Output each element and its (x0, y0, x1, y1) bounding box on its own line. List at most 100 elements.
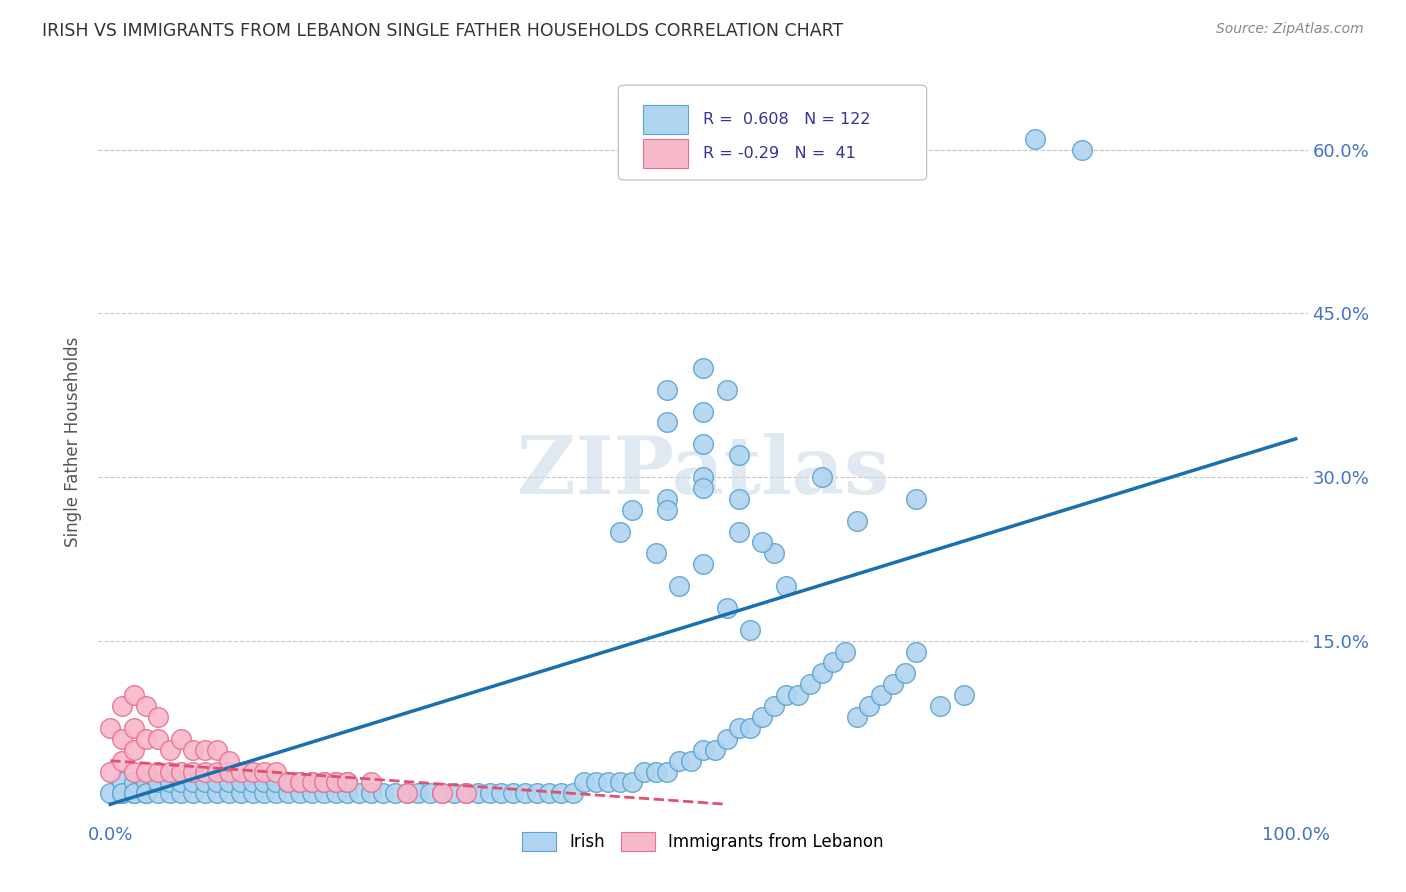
Point (882, 677, 904, 691)
Text: R = -0.29   N =  41: R = -0.29 N = 41 (703, 146, 856, 161)
Point (644, 764, 666, 779)
Point (146, 731, 169, 746)
Point (727, 524, 749, 539)
Point (491, 786, 513, 800)
Point (135, 764, 157, 779)
Text: Source: ZipAtlas.com: Source: ZipAtlas.com (1216, 22, 1364, 37)
Point (170, 775, 193, 789)
Point (561, 786, 583, 800)
Point (502, 786, 524, 800)
Point (478, 786, 501, 800)
Point (692, 470, 714, 484)
Point (952, 688, 974, 702)
Point (111, 786, 134, 800)
Point (111, 754, 134, 768)
Point (194, 786, 217, 800)
Point (443, 786, 465, 800)
Point (98, 721, 121, 735)
Point (122, 743, 145, 757)
Point (98, 786, 121, 800)
Point (218, 786, 240, 800)
Point (218, 754, 240, 768)
Point (432, 786, 454, 800)
Point (692, 360, 714, 375)
Point (692, 481, 714, 495)
Point (620, 502, 643, 516)
Point (135, 786, 157, 800)
Point (657, 491, 679, 506)
Point (253, 775, 276, 789)
Point (692, 743, 714, 757)
Point (336, 775, 359, 789)
Point (657, 383, 679, 397)
Point (111, 731, 134, 746)
Point (242, 786, 264, 800)
Point (727, 491, 749, 506)
Point (620, 775, 643, 789)
Point (740, 623, 762, 637)
Point (905, 644, 928, 658)
Point (181, 743, 204, 757)
Point (146, 710, 169, 724)
Point (325, 775, 347, 789)
Point (146, 786, 169, 800)
Point (159, 764, 181, 779)
Point (205, 743, 228, 757)
Point (229, 786, 252, 800)
Point (929, 699, 952, 714)
Point (229, 775, 252, 789)
Point (111, 775, 134, 789)
Point (325, 775, 347, 789)
Point (633, 764, 655, 779)
Point (727, 721, 749, 735)
Point (170, 731, 193, 746)
Point (727, 448, 749, 462)
Point (146, 775, 169, 789)
Point (288, 775, 311, 789)
Point (312, 775, 335, 789)
Point (716, 601, 738, 615)
Point (205, 764, 228, 779)
Point (122, 775, 145, 789)
Point (432, 786, 454, 800)
Point (360, 775, 382, 789)
Point (526, 786, 548, 800)
Point (229, 764, 252, 779)
Point (585, 775, 607, 789)
Point (122, 786, 145, 800)
Point (574, 775, 596, 789)
Point (408, 786, 430, 800)
Point (454, 786, 477, 800)
Point (181, 786, 204, 800)
Point (858, 699, 880, 714)
Point (135, 786, 157, 800)
Point (277, 786, 299, 800)
Point (1071, 143, 1094, 157)
Point (288, 775, 311, 789)
Point (135, 699, 157, 714)
Point (253, 764, 276, 779)
Point (111, 786, 134, 800)
Point (205, 786, 228, 800)
Point (122, 688, 145, 702)
Point (170, 764, 193, 779)
Point (312, 775, 335, 789)
Point (264, 775, 287, 789)
Legend: Irish, Immigrants from Lebanon: Irish, Immigrants from Lebanon (516, 825, 890, 858)
Point (810, 666, 832, 681)
Point (122, 721, 145, 735)
Point (550, 786, 572, 800)
Point (135, 775, 157, 789)
Point (312, 786, 335, 800)
Point (218, 775, 240, 789)
FancyBboxPatch shape (619, 85, 927, 180)
Point (253, 786, 276, 800)
Point (644, 546, 666, 560)
Point (681, 754, 703, 768)
Point (716, 731, 738, 746)
Point (122, 786, 145, 800)
Text: ZIPatlas: ZIPatlas (517, 433, 889, 511)
Point (159, 786, 181, 800)
Point (194, 743, 217, 757)
Point (609, 524, 631, 539)
